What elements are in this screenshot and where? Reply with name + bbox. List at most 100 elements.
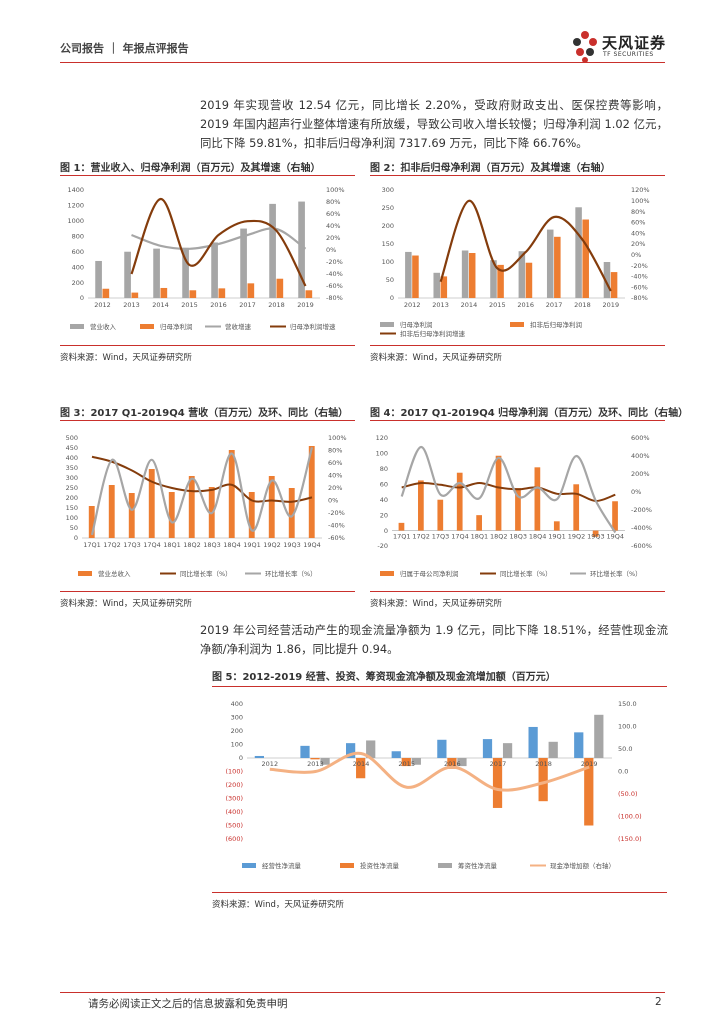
bar: [528, 726, 538, 758]
y2-tick-label: 0%: [631, 251, 641, 259]
series-line: [130, 197, 307, 287]
y-tick-label: 0: [239, 754, 243, 762]
x-tick-label: 2017: [546, 301, 563, 309]
bar: [228, 450, 235, 538]
y2-tick-label: -80%: [631, 294, 648, 302]
logo-mark-icon: [573, 31, 597, 63]
y2-tick-label: 20%: [631, 240, 645, 248]
y-tick-label: 500: [66, 434, 78, 442]
bar: [515, 488, 521, 531]
bar: [492, 758, 503, 808]
bar: [584, 758, 594, 826]
x-tick-label: 2013: [307, 760, 324, 768]
y-tick-label: 20: [380, 511, 388, 519]
y-tick-label: 100: [376, 450, 388, 458]
fig4-chart: -20 0 20 40 60 80 100 120 -600% -400% -200% 0% 200% 4…: [376, 434, 652, 578]
y-tick-label: 800: [72, 232, 84, 240]
y-tick-label: 0: [390, 294, 394, 302]
legend-swatch: [140, 324, 154, 329]
y-tick-label: 0: [80, 294, 84, 302]
y2-tick-label: 100%: [326, 186, 345, 194]
fig3-title-line: [60, 420, 355, 421]
bar: [298, 201, 305, 298]
x-tick-label: 2013: [432, 301, 449, 309]
bar: [254, 755, 264, 758]
y2-tick-label: 200%: [631, 470, 650, 478]
y-tick-label: 450: [66, 444, 78, 452]
bar: [218, 288, 226, 298]
y-tick-label: 40: [380, 496, 388, 504]
fig5-title: 图 5：2012-2019 经营、投资、筹资现金流净额及现金流增加额（百万元）: [212, 672, 556, 683]
y2-tick-label: -80%: [326, 294, 343, 302]
x-tick-label: 19Q3: [587, 533, 605, 541]
legend-swatch: [78, 571, 92, 576]
legend-swatch: [380, 571, 394, 576]
y2-tick-label: 120%: [631, 186, 650, 194]
bar: [308, 446, 315, 538]
x-tick-label: 17Q4: [143, 541, 161, 549]
bar: [240, 228, 247, 298]
y2-tick-label: (150.0): [618, 835, 642, 843]
series-line: [400, 445, 617, 534]
legend-label: 归属于母公司净利润: [400, 569, 459, 578]
y-tick-label: (100): [226, 768, 243, 776]
y2-tick-label: 0%: [631, 488, 641, 496]
y-tick-label: 250: [382, 204, 394, 212]
x-tick-label: 17Q3: [123, 541, 141, 549]
bar: [461, 250, 469, 298]
y2-tick-label: 600%: [631, 434, 650, 442]
y2-tick-label: 0.0: [618, 768, 628, 776]
bar: [269, 203, 276, 298]
bar: [476, 515, 482, 531]
fig3-chart: 0 50 100 150 200 250 300 350 400 450 500 -60% -40% -2…: [66, 434, 347, 578]
y2-tick-label: 60%: [631, 219, 645, 227]
y2-tick-label: -20%: [326, 258, 343, 266]
bar: [610, 272, 618, 298]
fig5-source: 资料来源：Wind，天风证券研究所: [212, 900, 344, 910]
y-tick-label: 80: [380, 465, 388, 473]
x-tick-label: 2019: [297, 301, 314, 309]
bar: [188, 476, 195, 538]
x-tick-label: 17Q2: [103, 541, 121, 549]
x-tick-label: 2016: [517, 301, 534, 309]
y2-tick-label: -40%: [326, 270, 343, 278]
y2-tick-label: -400%: [631, 524, 652, 532]
x-tick-label: 2015: [398, 760, 415, 768]
y2-tick-label: -200%: [631, 506, 652, 514]
series-line: [91, 455, 313, 503]
y-tick-label: 1000: [67, 217, 84, 225]
x-tick-label: 18Q3: [203, 541, 221, 549]
logo-text-en: TF SECURITIES: [603, 51, 654, 58]
y2-tick-label: (100.0): [618, 813, 642, 821]
y-tick-label: 150: [382, 240, 394, 248]
y2-tick-label: 80%: [326, 198, 340, 206]
legend-label: 现金净增加额（右轴）: [550, 861, 615, 870]
x-tick-label: 17Q1: [393, 533, 411, 541]
x-tick-label: 18Q2: [183, 541, 201, 549]
y-tick-label: 100: [66, 514, 78, 522]
fig1-chart: 0 200 400 600 800 1000 1200 1400 -80% -60% -40% -20…: [67, 186, 345, 331]
x-tick-label: 2018: [574, 301, 591, 309]
legend-label: 扣非后归母净利润: [530, 320, 582, 329]
y-tick-label: 200: [382, 222, 394, 230]
x-tick-label: 19Q1: [548, 533, 566, 541]
bar: [554, 236, 561, 298]
y-tick-label: 250: [66, 484, 78, 492]
bar: [525, 262, 533, 298]
x-tick-label: 2014: [152, 301, 169, 309]
bar: [437, 739, 447, 758]
legend-label: 环比增长率（%）: [590, 569, 642, 578]
bar: [310, 758, 320, 760]
x-tick-label: 2016: [210, 301, 227, 309]
bar: [612, 501, 618, 531]
series-line: [401, 481, 616, 503]
legend-label: 归母净利润: [400, 320, 433, 329]
bar: [391, 751, 401, 758]
y-tick-label: 200: [231, 727, 243, 735]
legend-swatch: [70, 324, 84, 329]
legend-label: 同比增长率（%）: [180, 569, 232, 578]
bar: [518, 251, 526, 298]
bar: [490, 260, 497, 298]
bar: [534, 467, 541, 531]
bar: [468, 253, 476, 298]
